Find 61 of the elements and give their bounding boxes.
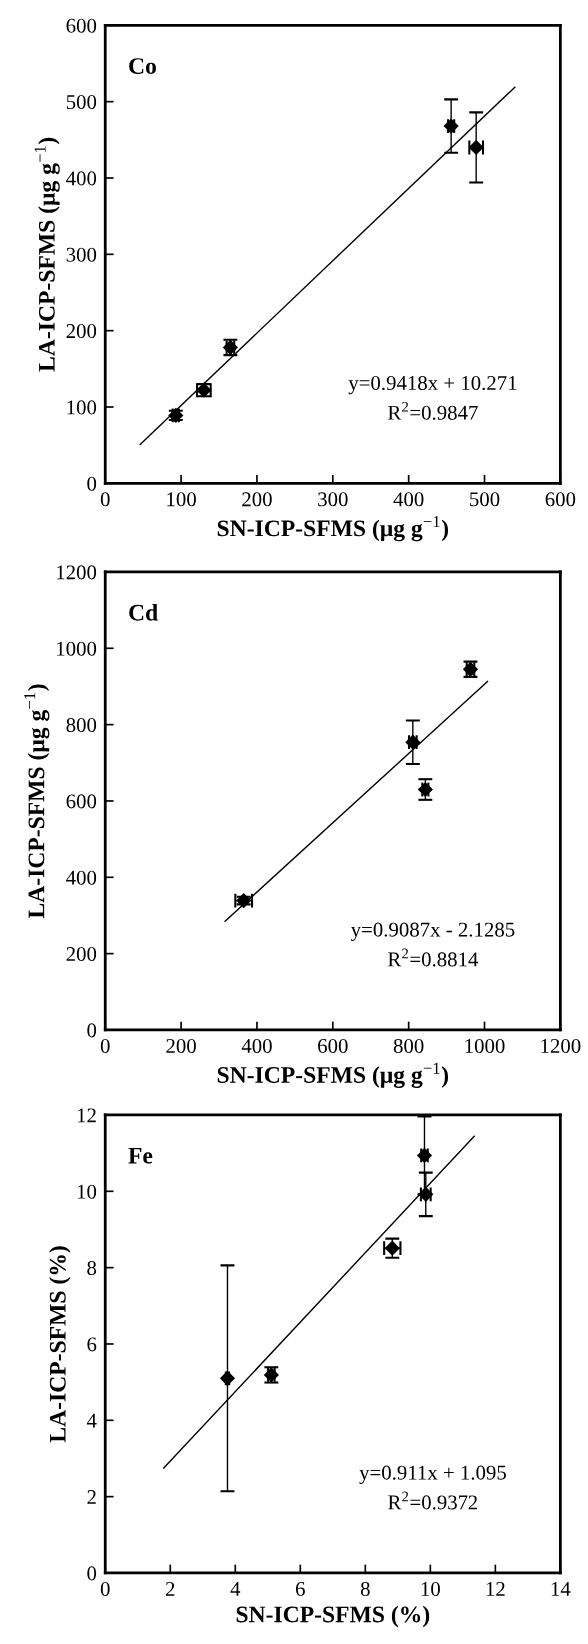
point bbox=[219, 1370, 236, 1386]
y-tick-label: 10 bbox=[77, 1184, 97, 1199]
x-tick-label: 12 bbox=[486, 1581, 505, 1596]
y-tick-label: 500 bbox=[66, 95, 97, 110]
y-tick-label: 0 bbox=[87, 1023, 97, 1038]
y-tick-label: 300 bbox=[66, 247, 97, 262]
x-tick-label: 200 bbox=[242, 492, 272, 507]
y-tick-label: 400 bbox=[66, 171, 97, 186]
y-tick-label: 200 bbox=[66, 324, 97, 339]
y-tick-label: 12 bbox=[77, 1108, 96, 1123]
y-tick-label: 8 bbox=[87, 1261, 97, 1276]
text: Fe bbox=[128, 1147, 153, 1164]
y-tick-label: 1000 bbox=[57, 641, 97, 656]
x-tick-label: 4 bbox=[230, 1582, 241, 1596]
annotation: R$^{2}$=0.9372 bbox=[388, 1491, 477, 1510]
x-axis-title: SN-ICP-SFMS (%) bbox=[236, 1605, 430, 1628]
x-tick-label: 1200 bbox=[541, 1038, 581, 1053]
y-tick-label: 800 bbox=[66, 717, 97, 733]
x-tick-label: 100 bbox=[167, 492, 196, 507]
x-tick-label: 6 bbox=[295, 1581, 305, 1596]
x-axis-title: SN-ICP-SFMS (μg g$^{−1}$) bbox=[217, 1062, 449, 1088]
x-tick-label: 0 bbox=[100, 1581, 110, 1596]
x-tick-label: 10 bbox=[421, 1581, 440, 1596]
annotation: y=0.9087x - 2.1285 bbox=[350, 922, 515, 941]
x-tick-label: 0 bbox=[100, 1038, 110, 1053]
y-axis-title: LA-ICP-SFMS (μg g$^{−1}$) bbox=[34, 137, 60, 372]
text: Cd bbox=[129, 604, 158, 621]
x-tick-label: 300 bbox=[318, 492, 348, 507]
annotation: R$^{2}$=0.9847 bbox=[388, 401, 478, 420]
point bbox=[443, 118, 459, 134]
y-tick-label: 200 bbox=[66, 947, 97, 962]
x-tick-label: 0 bbox=[100, 492, 110, 507]
x-tick-label: 14 bbox=[551, 1582, 571, 1596]
y-tick-label: 400 bbox=[66, 870, 97, 885]
y-tick-label: 0 bbox=[87, 476, 97, 491]
y-tick-label: 600 bbox=[66, 794, 97, 809]
y-tick-label: 100 bbox=[67, 400, 97, 415]
point bbox=[416, 1147, 433, 1164]
text: Co bbox=[129, 58, 156, 74]
annotation: y=0.911x + 1.095 bbox=[359, 1465, 506, 1484]
y-tick-label: 600 bbox=[66, 18, 97, 33]
x-tick-label: 400 bbox=[393, 492, 424, 507]
x-tick-label: 8 bbox=[360, 1581, 370, 1596]
x-tick-label: 600 bbox=[545, 492, 576, 507]
y-axis-title: LA-ICP-SFMS (μg g$^{−1}$) bbox=[24, 684, 50, 919]
y-tick-label: 4 bbox=[86, 1413, 97, 1428]
x-tick-label: 1000 bbox=[465, 1038, 505, 1053]
annotation: R$^{2}$=0.8814 bbox=[388, 948, 479, 967]
y-axis-title: LA-ICP-SFMS (%) bbox=[49, 1246, 71, 1443]
x-tick-label: 200 bbox=[166, 1038, 196, 1053]
y-tick-label: 0 bbox=[87, 1566, 97, 1581]
y-tick-label: 1200 bbox=[57, 565, 97, 580]
x-axis-title: SN-ICP-SFMS (μg g$^{−1}$) bbox=[217, 516, 449, 542]
x-tick-label: 400 bbox=[241, 1038, 272, 1053]
y-tick-label: 2 bbox=[87, 1490, 96, 1504]
x-tick-label: 600 bbox=[318, 1038, 348, 1053]
annotation: y=0.9418x + 10.271 bbox=[348, 375, 517, 395]
y-tick-label: 6 bbox=[87, 1337, 97, 1352]
x-tick-label: 800 bbox=[393, 1038, 424, 1053]
x-tick-label: 500 bbox=[470, 492, 500, 507]
x-tick-label: 2 bbox=[165, 1581, 175, 1596]
